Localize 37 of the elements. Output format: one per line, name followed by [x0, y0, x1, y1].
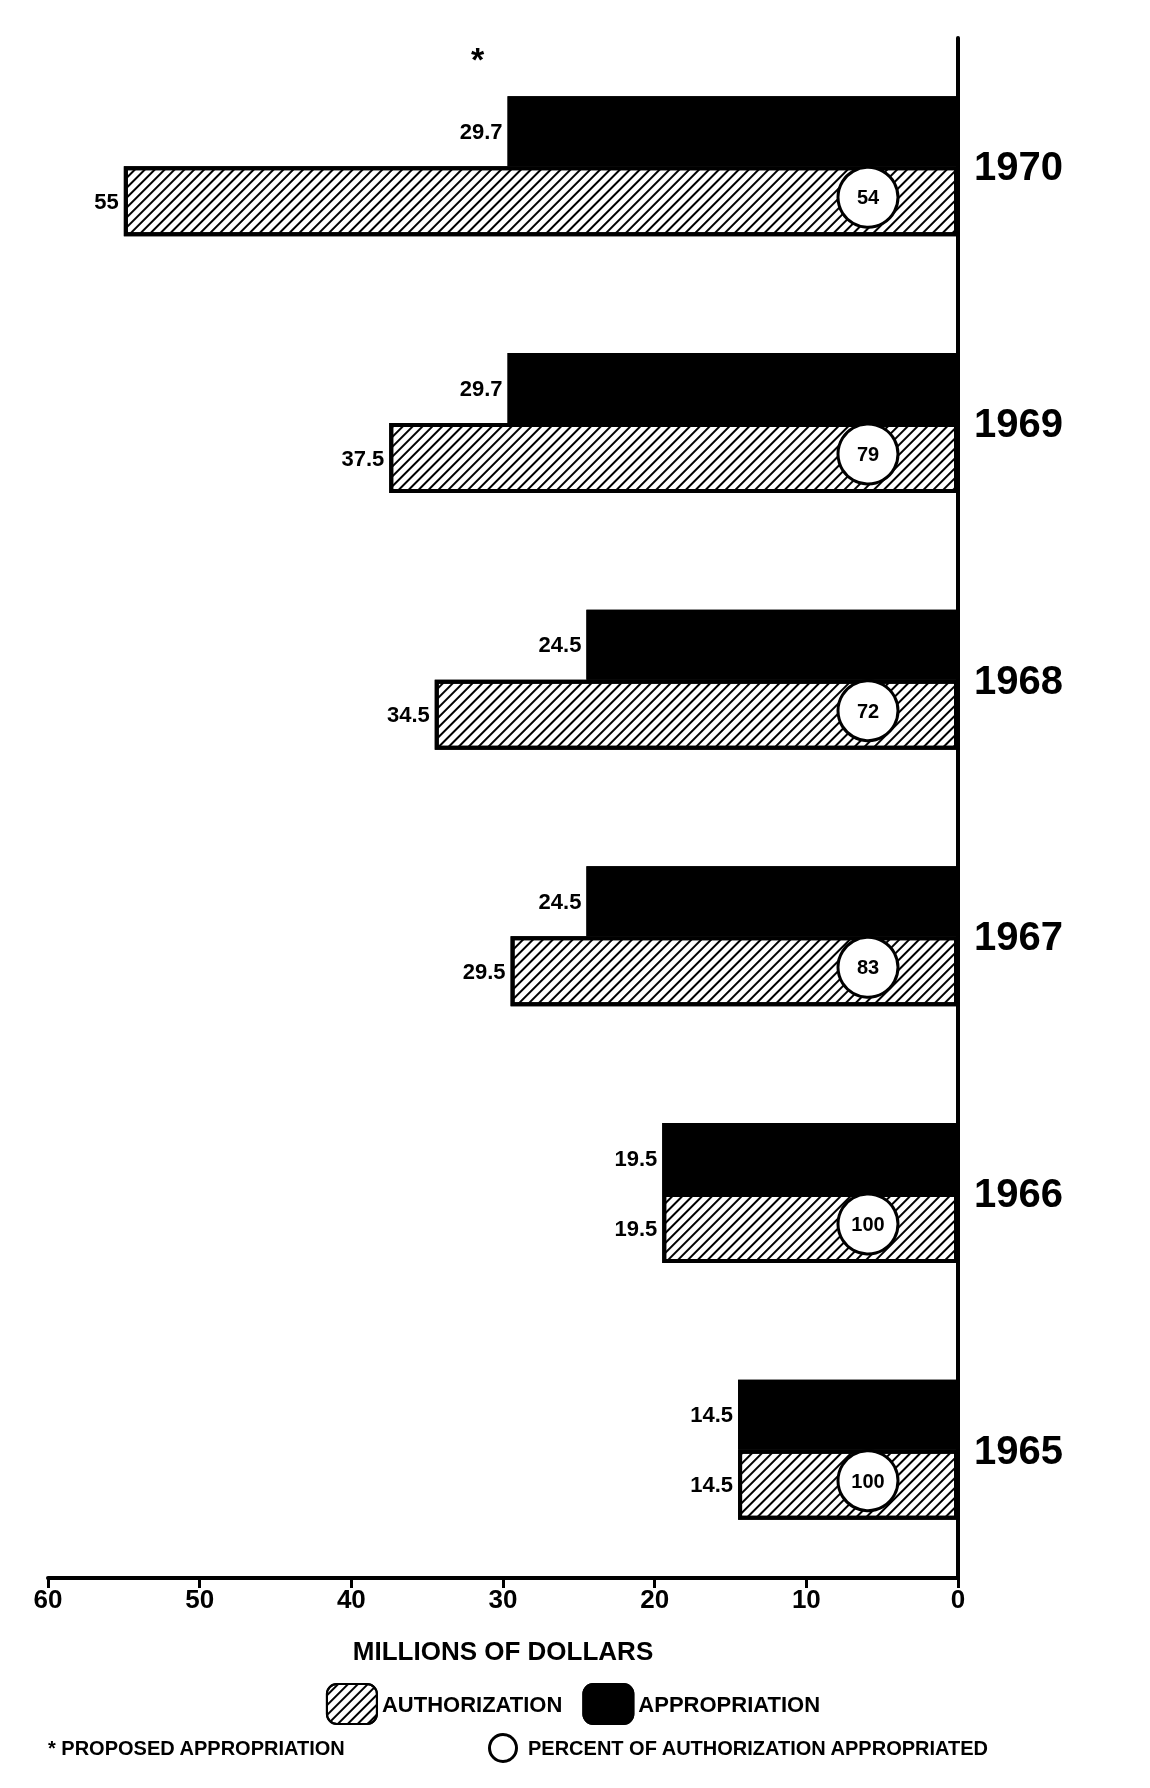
- data-label: 24.5: [538, 888, 582, 914]
- x-tick-label: 20: [640, 1584, 670, 1614]
- y-tick-label: 1968: [974, 657, 1063, 702]
- annotation: 79: [856, 443, 880, 465]
- data-label: 24.5: [538, 632, 582, 658]
- x-tick-label: 60: [33, 1584, 63, 1614]
- x-axis-title: MILLIONS OF DOLLARS: [352, 1636, 654, 1666]
- annotation: 100: [851, 1213, 885, 1235]
- y-tick-label: 1966: [974, 1171, 1063, 1215]
- x-tick-label: 30: [488, 1584, 518, 1614]
- data-label: 37.5: [341, 445, 385, 471]
- y-tick-label: 1970: [974, 144, 1063, 189]
- annotation: 54: [856, 186, 880, 209]
- y-tick-label: 1965: [974, 1427, 1063, 1472]
- x-tick-label: 0: [950, 1584, 966, 1614]
- legend-label: AUTHORIZATION: [381, 1691, 563, 1717]
- annotation: 72: [856, 699, 880, 722]
- data-label: 29.5: [462, 958, 506, 984]
- x-tick-label: 50: [185, 1584, 215, 1614]
- annotation: 83: [856, 956, 880, 979]
- text: * PROPOSED APPROPRIATION: [48, 1737, 345, 1759]
- x-tick-label: 40: [336, 1584, 366, 1614]
- text: PERCENT OF AUTHORIZATION APPROPRIATED: [528, 1737, 988, 1759]
- data-label: 29.7: [459, 375, 503, 401]
- y-tick-label: 1967: [974, 914, 1063, 959]
- data-label: 14.5: [690, 1472, 734, 1498]
- legend-label: APPROPRIATION: [638, 1691, 821, 1717]
- annotation: 100: [851, 1469, 885, 1492]
- x-tick-label: 10: [791, 1584, 821, 1614]
- data-label: 19.5: [614, 1215, 658, 1241]
- data-label: 34.5: [386, 702, 430, 728]
- annotation: *: [470, 39, 485, 78]
- data-label: 19.5: [614, 1145, 658, 1171]
- data-label: 14.5: [690, 1402, 734, 1428]
- y-tick-label: 1969: [974, 401, 1063, 445]
- data-label: 29.7: [459, 118, 503, 144]
- data-label: 55: [94, 188, 119, 214]
